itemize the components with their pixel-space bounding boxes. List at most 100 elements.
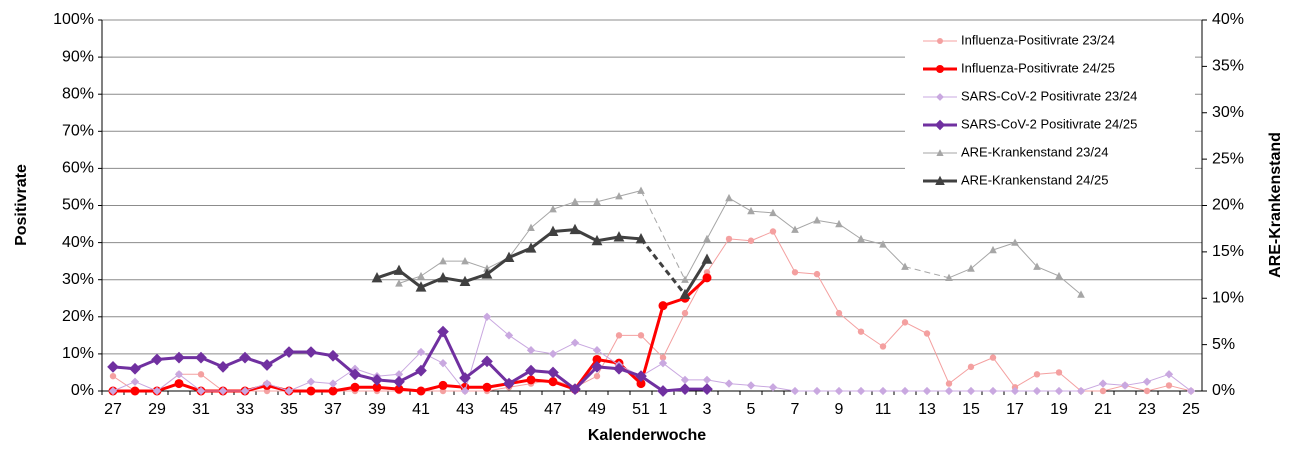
marker: [109, 372, 117, 380]
marker: [989, 354, 997, 361]
y-tick-label: 30%: [62, 271, 94, 288]
y-tick-label: 50%: [62, 197, 94, 214]
marker: [701, 383, 713, 395]
marker: [679, 288, 691, 300]
x-tick-label: 11: [875, 401, 892, 418]
marker: [481, 355, 493, 368]
marker: [857, 328, 865, 335]
y2-tick-label: 15%: [1212, 243, 1244, 260]
x-tick-label: 49: [588, 401, 606, 418]
marker: [350, 382, 360, 392]
marker: [108, 386, 118, 396]
y2-tick-label: 35%: [1212, 58, 1244, 75]
legend-label: Influenza-Positivrate 24/25: [961, 60, 1115, 75]
marker: [790, 386, 800, 396]
marker: [130, 377, 140, 386]
marker: [482, 382, 492, 392]
marker: [503, 251, 515, 262]
marker: [152, 386, 162, 396]
marker: [1165, 382, 1173, 389]
marker: [371, 271, 383, 283]
y-tick-label: 60%: [62, 160, 94, 177]
marker: [813, 270, 821, 278]
marker: [393, 375, 405, 388]
y-tick-label: 20%: [62, 308, 94, 325]
marker: [570, 338, 580, 347]
marker: [240, 386, 250, 396]
x-tick-label: 43: [456, 401, 474, 418]
marker: [394, 370, 404, 379]
y2-tick-label: 25%: [1212, 150, 1244, 167]
marker: [526, 375, 536, 385]
series-line: [112, 330, 707, 393]
marker: [525, 364, 537, 377]
marker: [658, 359, 668, 368]
gap-connector: [640, 190, 686, 280]
marker: [503, 377, 515, 390]
marker: [879, 240, 887, 248]
marker: [613, 231, 625, 242]
gap-connector: [904, 266, 950, 279]
marker: [591, 234, 603, 246]
marker: [547, 225, 559, 236]
marker: [415, 364, 427, 377]
marker: [592, 346, 602, 355]
marker: [988, 386, 998, 396]
y-axis-title: Positivrate: [13, 164, 30, 246]
marker: [239, 351, 251, 364]
marker: [129, 362, 141, 375]
legend-box: [905, 27, 1195, 193]
marker: [936, 93, 944, 101]
marker: [504, 331, 514, 340]
marker: [372, 382, 382, 392]
x-tick-label: 35: [280, 401, 298, 418]
marker: [724, 379, 734, 388]
marker: [989, 245, 997, 254]
marker: [151, 353, 163, 366]
marker: [261, 359, 273, 371]
marker: [569, 383, 581, 395]
marker: [173, 351, 185, 364]
marker: [1033, 262, 1041, 270]
y-tick-label: 70%: [62, 123, 94, 140]
y-tick-label: 40%: [62, 234, 94, 251]
marker: [461, 256, 469, 265]
marker: [328, 379, 338, 388]
x-tick-label: 19: [1050, 401, 1068, 418]
marker: [680, 375, 690, 385]
marker: [900, 386, 910, 396]
x-tick-label: 21: [1094, 401, 1112, 418]
legend-label: ARE-Krankenstand 23/24: [961, 144, 1108, 159]
y2-axis-title: ARE-Krankenstand: [1267, 132, 1284, 278]
marker: [349, 368, 361, 381]
y-tick-label: 100%: [53, 11, 94, 28]
marker: [659, 354, 667, 361]
marker: [967, 363, 975, 371]
marker: [437, 325, 449, 338]
marker: [593, 197, 601, 205]
marker: [395, 279, 403, 287]
marker: [438, 359, 448, 368]
marker: [879, 343, 887, 350]
marker: [613, 362, 625, 375]
marker: [526, 346, 536, 355]
marker: [635, 233, 647, 244]
marker: [934, 119, 946, 131]
marker: [746, 381, 756, 390]
marker: [547, 366, 559, 379]
y-tick-label: 10%: [62, 345, 94, 362]
marker: [262, 379, 272, 388]
marker: [459, 275, 471, 287]
marker: [416, 386, 426, 396]
marker: [482, 312, 492, 321]
marker: [791, 269, 799, 276]
marker: [1142, 377, 1152, 386]
marker: [747, 206, 755, 215]
marker: [635, 370, 647, 383]
marker: [548, 377, 558, 387]
marker: [415, 281, 427, 292]
x-tick-label: 33: [236, 401, 254, 418]
marker: [130, 386, 140, 396]
marker: [967, 264, 975, 272]
y2-tick-label: 10%: [1212, 289, 1244, 306]
